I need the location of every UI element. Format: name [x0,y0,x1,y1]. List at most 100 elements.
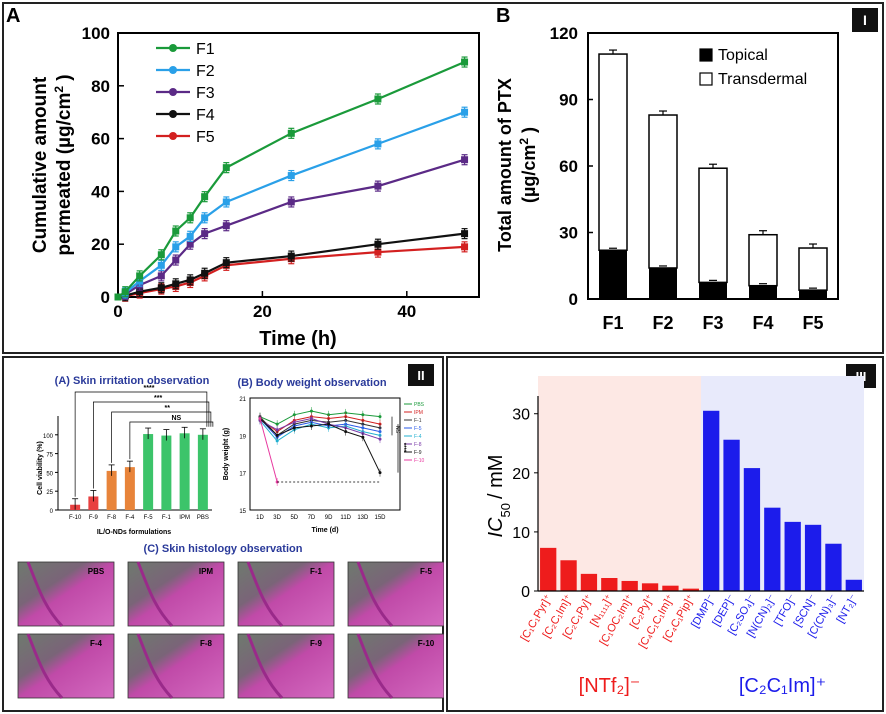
sig-label: **** [144,385,155,392]
panel-II-frame [2,356,444,712]
sub-B-ytick-label: 21 [239,397,246,403]
sig-label: NS [172,415,182,422]
series-line-F-8 [259,418,381,440]
sub-B-xtick-label: 3D [273,515,281,521]
chart-A-ytick-label: 60 [91,130,110,149]
chart-A-letter: A [6,5,20,27]
chart-B-ylabel-line2: (µg/cm2 ) [517,127,539,203]
sub-B-xtick-label: 15D [374,515,386,521]
group-label-cation: [C₂C₁Im]⁺ [739,675,826,697]
legend-label-F-9: F-9 [414,450,422,456]
sub-B-ytick-label: 19 [239,434,246,440]
panel-II: II (A) Skin irritation observation 0 25 50… [17,364,444,700]
sub-B-ytick-label: 15 [239,509,246,515]
chart-A-plot-area [117,32,480,298]
bar-[C₁OC₂Im]⁺ [621,580,638,591]
sig-bracket [129,421,214,460]
data-point-F-8 [378,437,382,441]
chart-A-ytick-label: 100 [82,24,110,43]
bar-transdermal-F2 [648,114,678,269]
bar-F-5 [143,434,154,510]
bar-[C(CN)₃]⁻ [825,543,842,591]
bar-IPM [179,433,190,510]
data-point-F2 [461,108,469,116]
sig-label: **** [400,443,406,453]
data-point-F4 [461,230,469,238]
legend-swatch-Topical [699,48,713,62]
sig-label: *** [154,395,162,402]
sub-B-xtick-label: 5D [290,515,298,521]
bar-[C₂C₁Py]⁺ [580,573,598,591]
bar-[N₁₁₁₁]⁺ [601,578,618,591]
histology-edge-F-1 [246,561,284,628]
data-point-F3 [461,156,469,164]
histology-edge-PBS [26,561,64,628]
histology-tile-F-10 [347,633,444,699]
data-point-F4 [201,269,209,277]
panel-III-frame [446,356,884,712]
data-point-F1 [114,293,122,301]
chart-A-ytick-label: 80 [91,77,110,96]
sub-A-title: (A) Skin irritation observation [55,375,210,387]
legend-label-F3: F3 [196,85,215,102]
data-point-PBS [361,413,365,417]
III-ytick-label: 20 [512,466,530,483]
III-ytick-label: 10 [512,525,530,542]
data-point-F3 [201,230,209,238]
group-label-anion: [NTf₂]⁻ [579,675,641,697]
data-point-PBS [275,422,279,426]
legend-label-F2: F2 [196,63,215,80]
legend-label-Topical: Topical [718,47,768,64]
chart-B-xtick-label: F3 [702,313,723,333]
legend-label-F-5: F-5 [414,426,422,432]
data-point-F1 [186,214,194,222]
chart-B-ylabel-line1: Total amount of PTX [495,78,515,252]
legend-label-F-10: F-10 [414,458,425,464]
histology-tile-F-8 [127,633,225,699]
data-point-F-9 [292,426,296,430]
III-ytick-label: 0 [521,584,530,601]
bar-[C₄C₁C₁Im]⁺ [662,585,679,591]
III-category-label: [NT₂]⁻ [835,592,861,625]
series-line-PBS [259,410,381,425]
data-point-F1 [201,193,209,201]
sub-B-xtick-label: 9D [325,515,333,521]
bar-F-4 [124,467,135,510]
data-point-F1 [222,164,230,172]
histology-tile-IPM [127,561,225,627]
bar-[DMP]⁻ [703,410,720,591]
sig-bracket [111,411,212,463]
data-point-F1 [121,288,129,296]
histology-edge-F-4 [26,633,64,700]
sub-A-xtick-label: F-1 [162,515,172,521]
bar-[SCN]⁻ [804,524,822,591]
legend-label-F5: F5 [196,129,215,146]
chart-B-letter: B [496,5,510,27]
roman-I-badge [852,8,878,32]
data-point-F-9 [344,430,348,434]
data-point-F2 [287,172,295,180]
histology-edge-IPM [136,561,174,628]
data-point-F4 [222,259,230,267]
legend-marker-F5 [169,132,177,140]
data-point-F3 [157,272,165,280]
sub-B-xlabel: Time (d) [311,527,338,534]
sub-B-ytick-label: 17 [239,472,246,478]
data-point-F4 [157,284,165,292]
data-point-F-4 [275,439,279,443]
sub-A-xtick-label: F-8 [107,515,117,521]
sig-label: NS [394,426,400,434]
sub-B-ylabel: Body weight (g) [223,428,230,481]
series-line-F-10 [259,418,278,483]
legend-label-PBS: PBS [414,402,425,408]
histology-label-F-8: F-8 [200,639,213,648]
data-point-F1 [172,227,180,235]
histology-tile-F-1 [237,561,335,627]
data-point-F5 [374,248,382,256]
data-point-F3 [172,256,180,264]
bar-topical-F2 [649,267,677,299]
sub-C-title: (C) Skin histology observation [144,543,303,555]
sub-A-ytick-label: 100 [43,434,54,440]
histology-edge-F-8 [136,633,174,700]
